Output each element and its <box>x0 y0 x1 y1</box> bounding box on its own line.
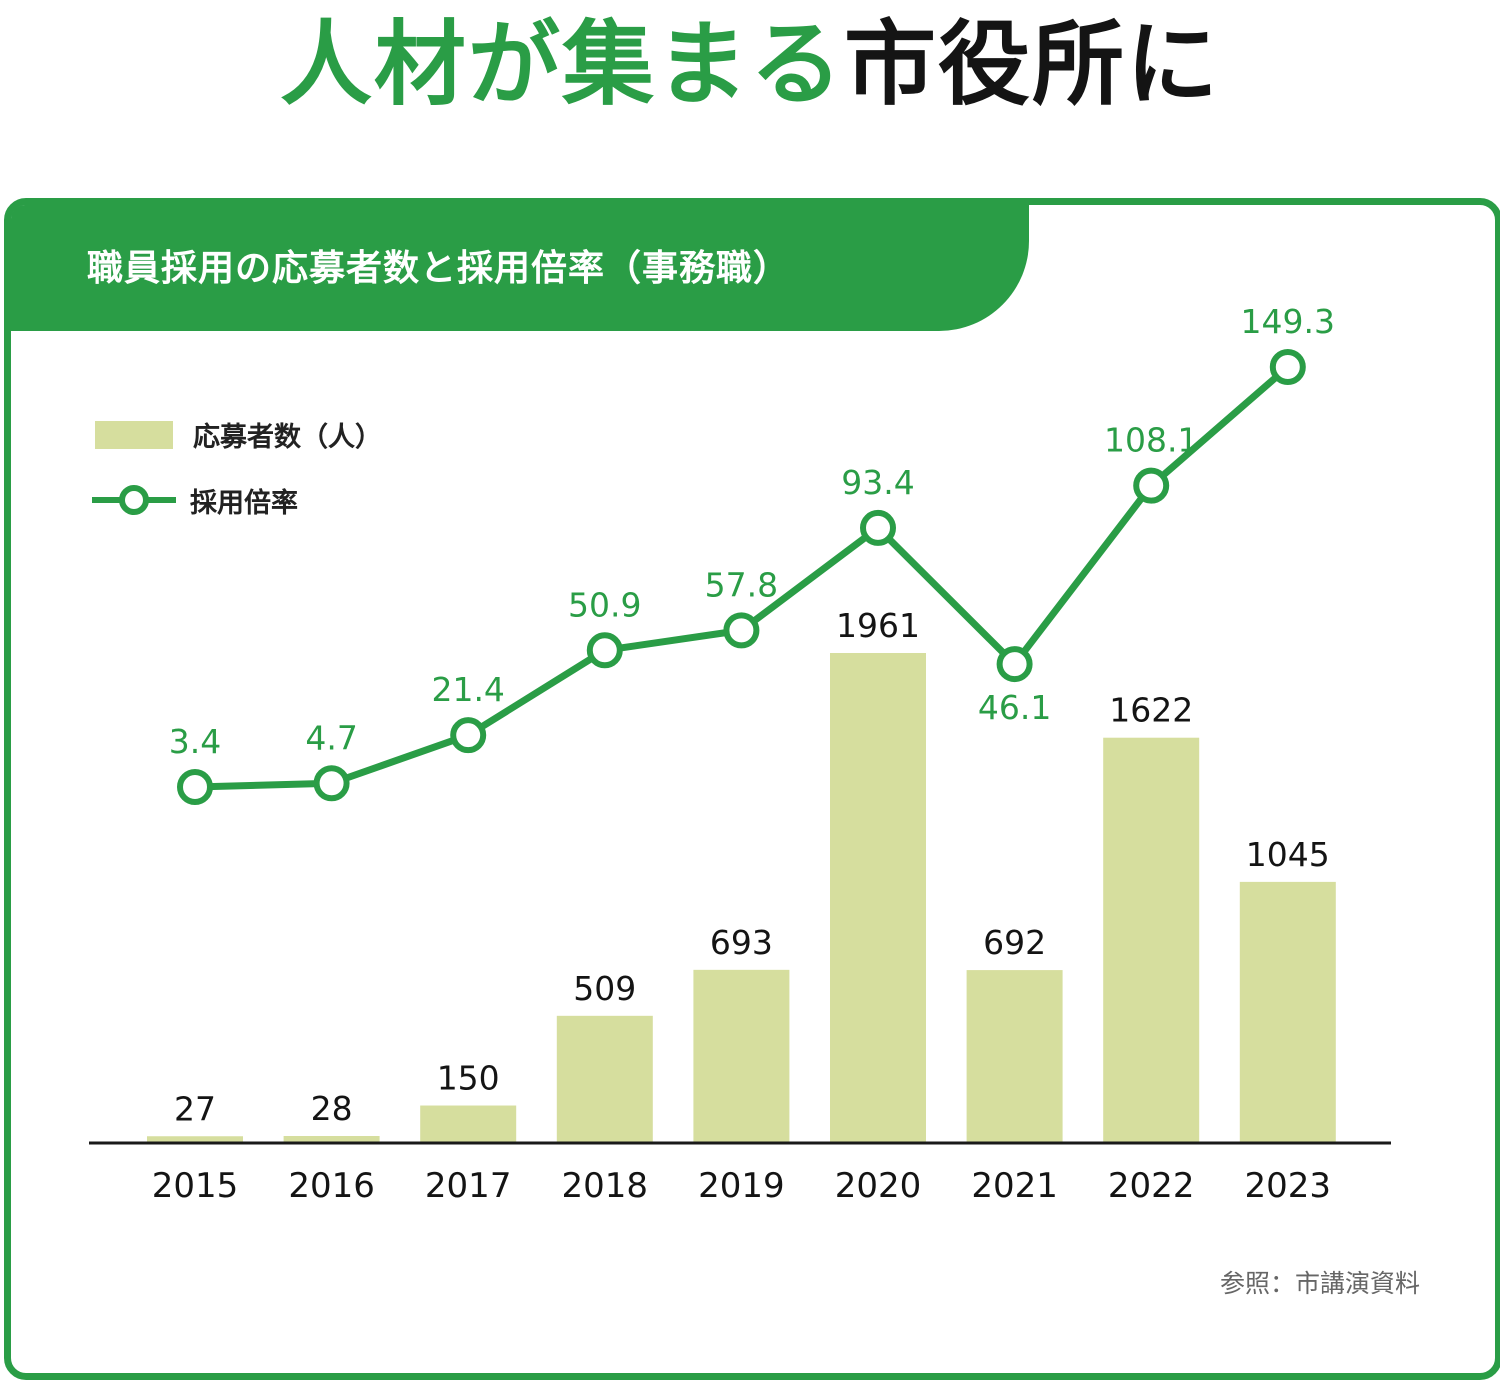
bar-value-label-2016: 28 <box>311 1089 353 1128</box>
rate-point-2016 <box>313 765 350 802</box>
rate-value-label-2020: 93.4 <box>841 463 914 502</box>
x-tick-label-2016: 2016 <box>288 1166 375 1206</box>
rate-point-2021 <box>996 646 1033 683</box>
rate-value-label-2017: 21.4 <box>431 670 504 709</box>
rate-point-2022 <box>1133 467 1170 504</box>
bar-2015 <box>147 1136 243 1143</box>
bar-value-label-2022: 1622 <box>1109 691 1193 730</box>
source-note: 参照：市講演資料 <box>1219 1269 1420 1298</box>
legend-bars-label: 応募者数（人） <box>193 422 382 453</box>
bar-2016 <box>283 1136 380 1143</box>
bar-2019 <box>693 969 790 1143</box>
rate-point-2017 <box>450 717 487 754</box>
rate-point-2020 <box>860 509 896 546</box>
rate-point-2018 <box>586 632 623 669</box>
x-tick-label-2020: 2020 <box>835 1166 922 1206</box>
bar-2023 <box>1239 881 1336 1143</box>
headline-green-text: 人材が集まる <box>279 11 844 118</box>
legend-line-icon <box>92 485 176 515</box>
rate-value-label-2015: 3.4 <box>169 722 221 761</box>
rate-point-2019 <box>723 612 760 649</box>
bar-value-label-2023: 1045 <box>1246 835 1330 874</box>
legend-line-label: 採用倍率 <box>190 487 298 519</box>
bar-value-label-2019: 693 <box>710 923 773 962</box>
bar-2022 <box>1103 737 1200 1143</box>
bar-2017 <box>420 1105 517 1143</box>
x-tick-label-2023: 2023 <box>1245 1166 1332 1206</box>
x-tick-label-2022: 2022 <box>1108 1166 1195 1206</box>
rate-value-label-2019: 57.8 <box>705 565 778 604</box>
bar-value-label-2017: 150 <box>437 1059 500 1098</box>
legend-line: 採用倍率 <box>92 480 298 520</box>
x-tick-label-2018: 2018 <box>562 1166 649 1206</box>
bar-2020 <box>830 653 926 1143</box>
bar-2018 <box>556 1015 653 1143</box>
rate-value-label-2023: 149.3 <box>1241 302 1335 341</box>
bar-value-label-2018: 509 <box>573 969 636 1008</box>
rate-value-label-2022: 108.1 <box>1104 421 1198 460</box>
chart-panel: 職員採用の応募者数と採用倍率（事務職） <box>4 198 1500 1380</box>
rate-point-2015 <box>177 769 213 805</box>
rate-value-label-2021: 46.1 <box>978 688 1051 727</box>
x-tick-label-2015: 2015 <box>152 1166 239 1206</box>
rate-value-label-2016: 4.7 <box>305 718 357 757</box>
x-tick-label-2021: 2021 <box>971 1166 1058 1206</box>
bar-value-label-2015: 27 <box>174 1089 216 1128</box>
bar-value-label-2021: 692 <box>983 923 1046 962</box>
bar-2021 <box>966 970 1063 1143</box>
rate-value-label-2018: 50.9 <box>568 585 641 624</box>
rate-point-2023 <box>1269 349 1306 385</box>
legend-bars: 応募者数（人） <box>95 415 382 454</box>
x-tick-label-2017: 2017 <box>425 1166 512 1206</box>
bar-value-label-2020: 1961 <box>836 606 920 645</box>
headline: 人材が集まる市役所に <box>0 0 1500 130</box>
panel-title-tab: 職員採用の応募者数と採用倍率（事務職） <box>11 205 1029 331</box>
panel-title: 職員採用の応募者数と採用倍率（事務職） <box>87 248 791 289</box>
legend-bar-swatch <box>95 420 173 449</box>
x-tick-label-2019: 2019 <box>698 1166 785 1206</box>
headline-black-text: 市役所に <box>844 11 1221 118</box>
